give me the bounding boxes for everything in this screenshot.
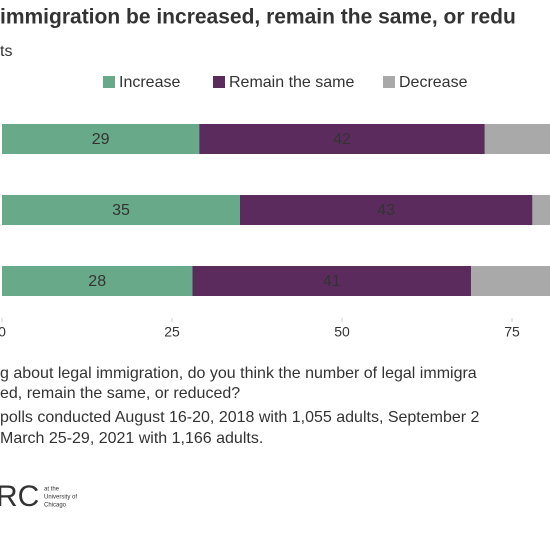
x-tick-label: 0 bbox=[0, 324, 6, 340]
note: March 25-29, 2021 with 1,166 adults. bbox=[0, 430, 263, 447]
chart-subtitle: ts bbox=[0, 43, 12, 60]
logo-caption: University of bbox=[44, 495, 77, 501]
value-label: 41 bbox=[323, 273, 341, 290]
note: polls conducted August 16-20, 2018 with … bbox=[0, 409, 480, 426]
bar-segment bbox=[199, 124, 485, 154]
legend-label: Remain the same bbox=[229, 74, 354, 91]
note: g about legal immigration, do you think … bbox=[0, 365, 477, 382]
bar-segment bbox=[2, 195, 240, 225]
note: ed, remain the same, or reduced? bbox=[0, 385, 240, 402]
value-label: 35 bbox=[112, 202, 130, 219]
logo-caption: Chicago bbox=[44, 503, 67, 509]
bar-segment bbox=[192, 266, 472, 296]
bar-segment bbox=[2, 124, 200, 154]
x-tick-label: 75 bbox=[504, 324, 520, 340]
bar-segment bbox=[484, 124, 550, 154]
legend-swatch bbox=[103, 76, 115, 88]
legend-swatch bbox=[383, 76, 395, 88]
value-label: 42 bbox=[333, 131, 351, 148]
bar-segment bbox=[2, 266, 193, 296]
bar-segment bbox=[532, 195, 550, 225]
legend-label: Decrease bbox=[399, 74, 468, 91]
logo-caption: at the bbox=[44, 487, 60, 493]
x-tick-label: 25 bbox=[164, 324, 180, 340]
legend-label: Increase bbox=[119, 74, 180, 91]
bar-segment bbox=[471, 266, 550, 296]
x-tick-label: 50 bbox=[334, 324, 350, 340]
legend-swatch bbox=[213, 76, 225, 88]
value-label: 29 bbox=[92, 131, 110, 148]
chart-title: immigration be increased, remain the sam… bbox=[0, 6, 516, 29]
bar-segment bbox=[240, 195, 533, 225]
value-label: 28 bbox=[88, 273, 106, 290]
logo-mark: RC bbox=[0, 480, 39, 513]
value-label: 43 bbox=[377, 202, 395, 219]
